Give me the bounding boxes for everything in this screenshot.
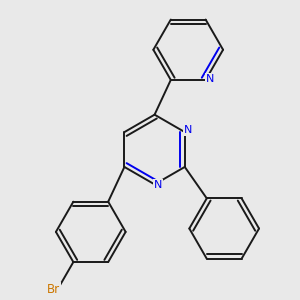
Text: N: N [206, 74, 214, 84]
Text: N: N [184, 125, 193, 135]
Text: Br: Br [46, 283, 60, 296]
Text: N: N [154, 180, 162, 190]
